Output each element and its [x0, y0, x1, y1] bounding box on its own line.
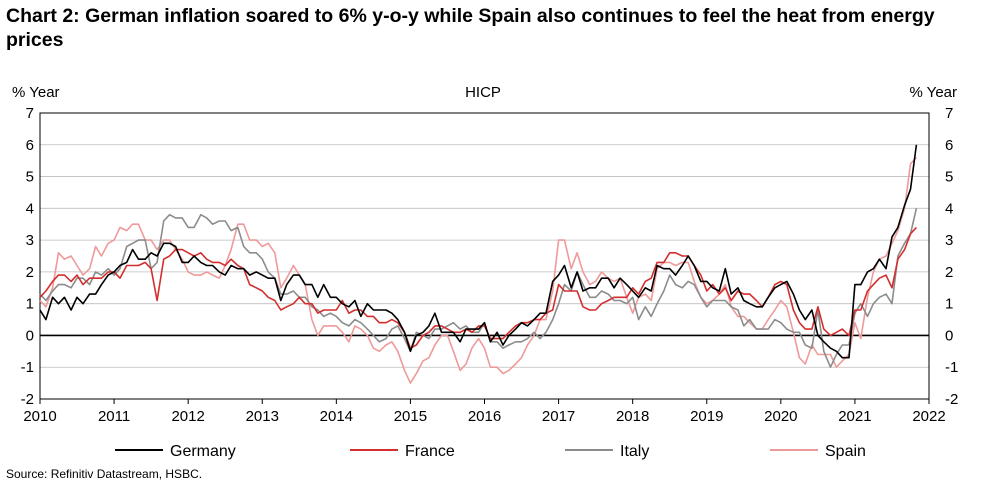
y-tick-label-left: 1: [26, 296, 34, 313]
series-line-france: [39, 226, 917, 350]
chart-heading: Chart 2: German inflation soared to 6% y…: [6, 5, 935, 51]
y-tick-label-left: 7: [26, 105, 34, 122]
chart-title: HICP: [465, 84, 501, 101]
y-tick-label-right: 1: [945, 296, 953, 313]
x-tick-label: 2020: [764, 408, 797, 425]
y-tick-label-right: 6: [945, 137, 953, 154]
series-line-germany: [39, 144, 918, 359]
y-axis-right: 7 6 5 4 3 2 1 0 -1 -2: [945, 105, 958, 408]
x-tick-label: 2015: [394, 408, 427, 425]
x-tick-label: 2010: [23, 408, 56, 425]
x-tick-label: 2012: [171, 408, 204, 425]
x-tick-label: 2022: [912, 408, 945, 425]
x-tick-label: 2018: [616, 408, 649, 425]
grid-lines: [40, 112, 929, 400]
x-tick-label: 2016: [468, 408, 501, 425]
legend-label-germany: Germany: [170, 443, 236, 460]
series-lines: [39, 144, 918, 384]
x-tick-label: 2011: [98, 408, 130, 425]
y-tick-label-left: 5: [26, 169, 34, 186]
legend-label-italy: Italy: [620, 443, 649, 460]
y-axis-left-title: % Year: [12, 84, 60, 101]
y-tick-label-left: -1: [21, 359, 34, 376]
legend: Germany France Italy Spain: [115, 443, 866, 460]
x-tick-label: 2021: [838, 408, 871, 425]
series-line-spain: [39, 156, 917, 384]
x-tick-label: 2019: [690, 408, 723, 425]
y-tick-label-left: -2: [21, 391, 34, 408]
x-axis: 2010 2011 2012 2013 2014 2015 2016 2017 2018 2019…: [23, 399, 946, 425]
x-tick-label: 2014: [320, 408, 353, 425]
y-tick-label-left: 3: [26, 232, 34, 249]
series-line-italy: [39, 208, 918, 369]
y-tick-label-left: 2: [26, 264, 34, 281]
y-axis-right-title: % Year: [909, 84, 957, 101]
source-note: Source: Refinitiv Datastream, HSBC.: [6, 467, 203, 481]
y-tick-label-right: 5: [945, 169, 953, 186]
y-tick-label-left: 4: [26, 200, 34, 217]
legend-label-spain: Spain: [825, 443, 866, 460]
y-tick-label-right: 4: [945, 200, 953, 217]
y-tick-label-right: -1: [945, 359, 958, 376]
y-tick-label-left: 6: [26, 137, 34, 154]
legend-label-france: France: [405, 443, 455, 460]
y-axis-left: 7 6 5 4 3 2 1 0 -1 -2: [21, 105, 34, 408]
y-tick-label-right: 0: [945, 327, 953, 344]
y-tick-label-right: 3: [945, 232, 953, 249]
x-tick-label: 2013: [246, 408, 279, 425]
x-tick-label: 2017: [542, 408, 575, 425]
y-tick-label-left: 0: [26, 327, 34, 344]
y-tick-label-right: 2: [945, 264, 953, 281]
y-tick-label-right: -2: [945, 391, 958, 408]
y-tick-label-right: 7: [945, 105, 953, 122]
plot-frame: [39, 112, 930, 400]
